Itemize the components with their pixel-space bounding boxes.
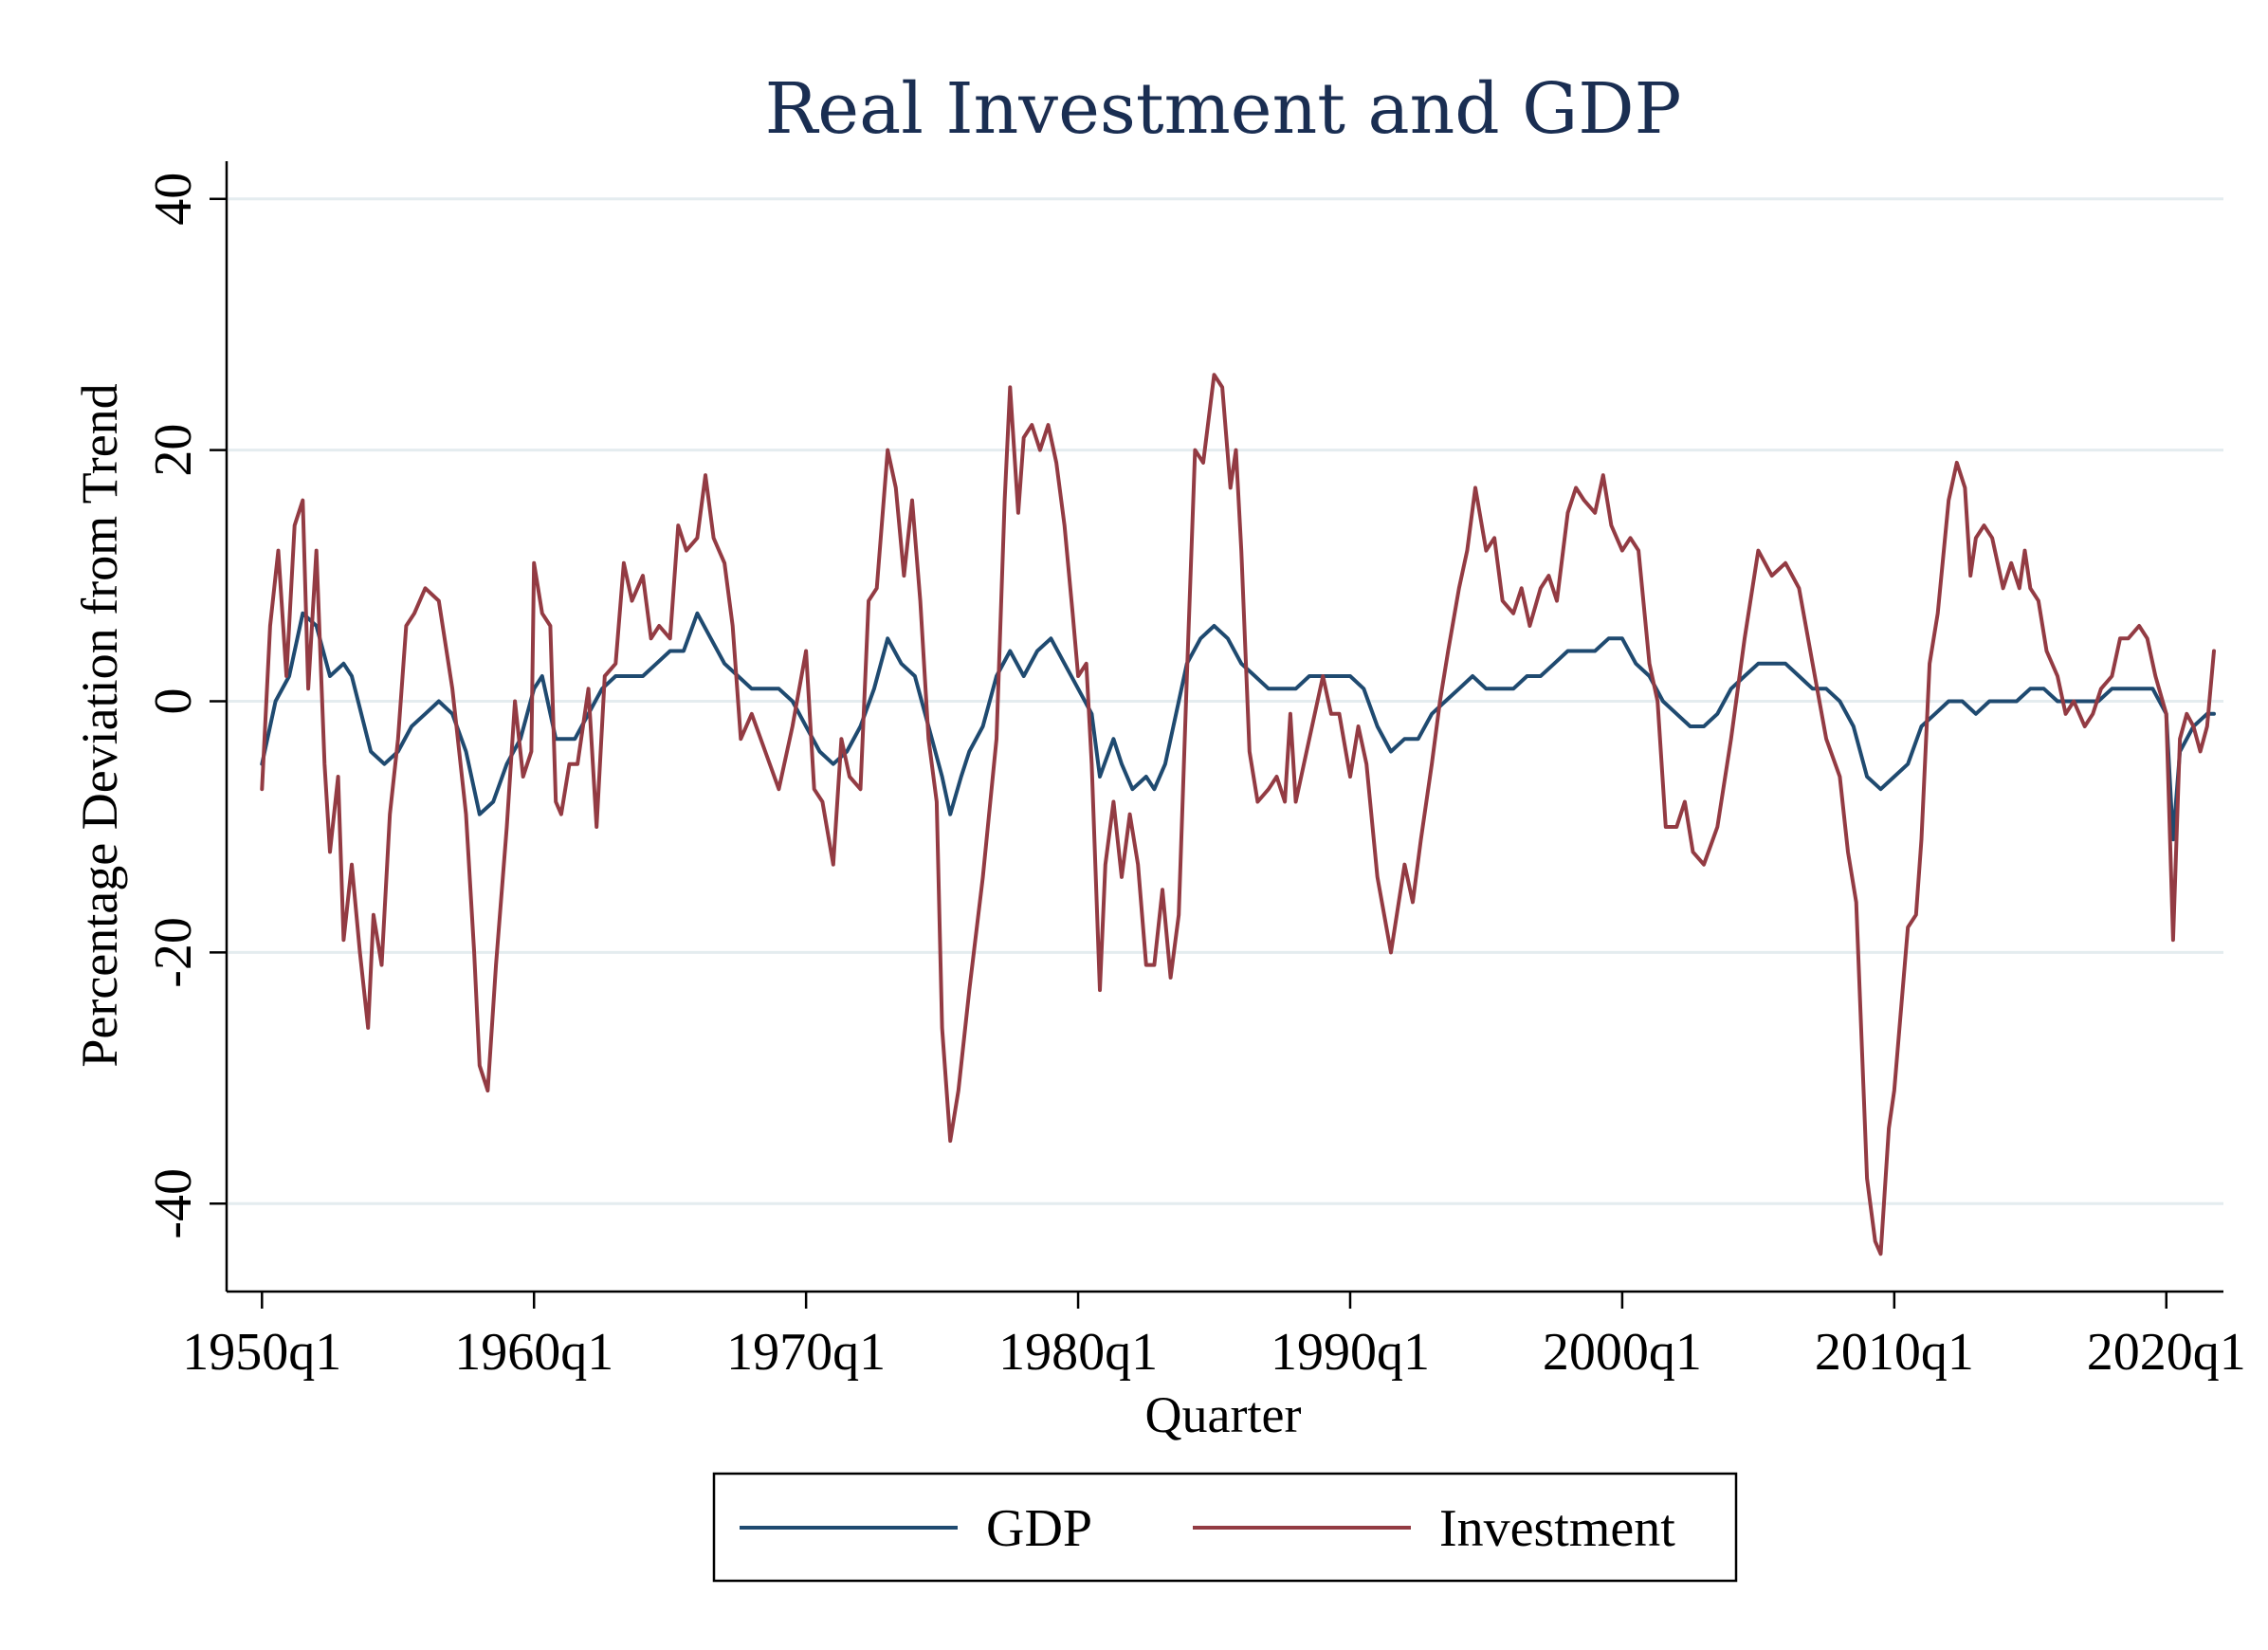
x-tick-label: 1980q1: [998, 1323, 1158, 1382]
legend: GDP Investment: [712, 1472, 1738, 1583]
x-axis-ticks: 1950q1 1960q1 1970q1 1980q1 1990q1 2000q1 2010…: [182, 1292, 2246, 1382]
x-axis-label: Quarter: [1145, 1386, 1302, 1443]
x-tick-label: 2020q1: [2087, 1323, 2246, 1382]
series-line-gdp: [260, 611, 2216, 842]
y-axis-label: Percentage Deviation from Trend: [71, 383, 128, 1067]
x-tick-label: 1970q1: [726, 1323, 886, 1382]
chart-title: Real Investment and GDP: [765, 68, 1682, 150]
y-axis-ticks: -40 -20 0 20 40: [144, 173, 227, 1239]
y-tick-label: 20: [144, 424, 203, 477]
y-tick-label: 40: [144, 173, 203, 226]
x-tick-label: 1960q1: [454, 1323, 613, 1382]
x-tick-label: 1950q1: [182, 1323, 341, 1382]
y-tick-label: -40: [144, 1168, 203, 1239]
x-tick-label: 2000q1: [1543, 1323, 1702, 1382]
legend-label-investment: Investment: [1439, 1499, 1675, 1558]
y-tick-label: 0: [144, 688, 203, 715]
y-tick-label: -20: [144, 917, 203, 988]
legend-label-gdp: GDP: [986, 1499, 1092, 1558]
series-layer: [260, 373, 2216, 1256]
series-line-investment: [260, 373, 2216, 1256]
x-tick-label: 2010q1: [1815, 1323, 1974, 1382]
x-tick-label: 1990q1: [1271, 1323, 1430, 1382]
